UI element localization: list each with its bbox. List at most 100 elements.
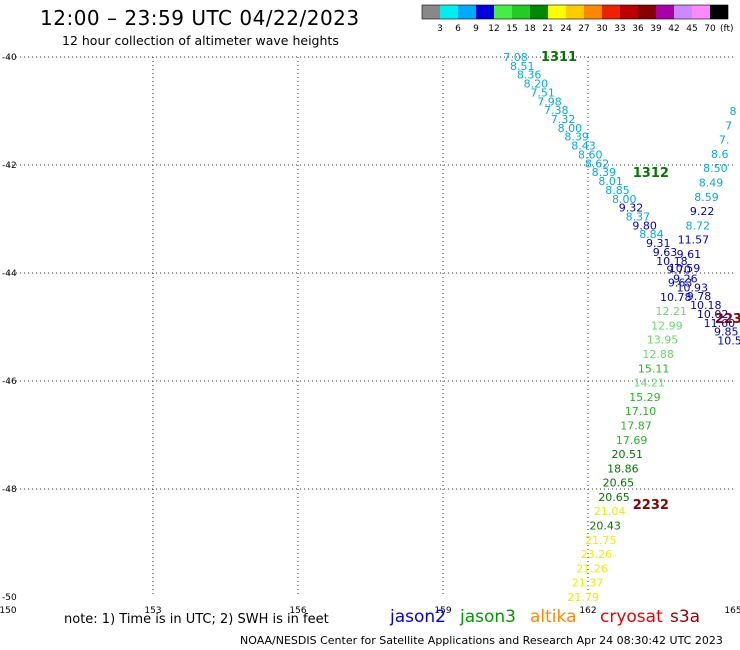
swh-value-track-a: 10.18 [690,299,722,312]
scale-tick-label: 3 [437,24,443,34]
scale-swatch [710,5,728,19]
scale-tick-label: 6 [455,24,461,34]
lat-tick-label: -48 [2,485,17,495]
swh-value-track-a: 8.60 [578,148,603,161]
lat-tick-label: -46 [2,377,17,387]
swh-value-track-b: 20.65 [598,491,630,504]
scale-swatch [512,5,530,19]
swh-value-track-a: 9.31 [646,237,671,250]
lat-tick-label: -44 [2,269,17,279]
lon-tick-label: 156 [289,606,306,616]
swh-value-track-b: 7. [719,134,730,147]
swh-value-track-b: 8.72 [685,219,710,232]
scale-swatch [602,5,620,19]
scale-swatch [530,5,548,19]
swh-value-track-a: 8.39 [592,166,617,179]
swh-value-track-a: 8.00 [612,193,637,206]
swh-value-track-b: 21.37 [572,577,604,590]
lat-tick-label: -42 [2,161,17,171]
scale-tick-label: 45 [686,24,697,34]
lat-tick-label: -40 [2,53,17,63]
swh-value-track-a: 9.85 [714,326,739,339]
swh-value-track-a: 9.80 [632,219,657,232]
lon-tick-label: 159 [434,606,451,616]
swh-value-track-b: 9.63 [668,277,693,290]
swh-value-track-b: 20.51 [611,448,643,461]
swh-value-track-a: 8.84 [639,228,664,241]
scale-swatch [458,5,476,19]
scale-tick-label: 9 [473,24,479,34]
swh-value-track-b: 12.21 [656,305,688,318]
swh-value-track-a: 10.02 [697,308,729,321]
pass-time-label: 1311 [541,50,577,65]
swh-value-track-b: 8.49 [699,176,724,189]
scale-swatch [440,5,458,19]
swh-value-track-a: 8.43 [571,140,596,153]
scale-tick-label: 15 [506,24,517,34]
scale-swatch [548,5,566,19]
swh-value-track-a: 8.00 [558,122,583,135]
scale-tick-label: 12 [488,24,499,34]
swh-value-track-b: 11.57 [678,234,710,247]
scale-swatch [638,5,656,19]
scale-swatch [692,5,710,19]
footer-note: note: 1) Time is in UTC; 2) SWH is in fe… [64,612,329,627]
swh-value-track-a: 9.32 [619,202,644,215]
scale-swatch [674,5,692,19]
satellite-altika: altika [530,607,577,627]
satellite-s3a: s3a [670,607,701,627]
swh-value-track-a: 8.37 [626,210,651,223]
swh-value-track-a: 8.51 [510,60,535,73]
swh-value-track-a: 7.51 [530,86,555,99]
swh-value-track-b: 9.61 [677,248,702,261]
page-title: 12:00 – 23:59 UTC 04/22/2023 [40,6,360,30]
swh-value-track-a: 8.36 [517,69,542,82]
swh-value-track-a: 9.63 [653,246,678,259]
scale-tick-label: 42 [668,24,679,34]
swh-value-track-b: 20.65 [603,477,635,490]
scale-tick-label: 70 [704,24,716,34]
swh-value-track-b: 17.69 [616,434,648,447]
swh-value-track-b: 21.26 [576,562,608,575]
lon-tick-label: 150 [0,606,17,616]
scale-swatch [494,5,512,19]
swh-value-track-a: 10.18 [656,255,688,268]
swh-value-track-b: 21.75 [585,534,617,547]
swh-value-track-b: 12.88 [642,348,674,361]
swh-value-track-a: 8.20 [524,78,549,91]
swh-value-track-a: 11.60 [704,317,736,330]
swh-value-track-b: 20.43 [589,520,621,533]
scale-tick-label: 18 [524,24,536,34]
scale-tick-label: 24 [560,24,572,34]
swh-value-track-b: 10.59 [669,262,701,275]
swh-value-track-b: 8.50 [703,162,728,175]
swh-value-track-b: 8.6 [711,148,729,161]
swh-value-track-b: 14.21 [634,377,666,390]
scale-swatch [620,5,638,19]
swh-value-track-b: 10.78 [660,291,692,304]
satellite-jason2: jason2 [390,607,446,627]
lon-tick-label: 162 [579,606,596,616]
scale-tick-label: 36 [632,24,644,34]
swh-value-track-b: 23.26 [581,548,613,561]
swh-value-track-b: 15.11 [638,362,670,375]
swh-value-track-a: 7.32 [551,113,576,126]
lon-tick-label: 153 [144,606,161,616]
page-subtitle: 12 hour collection of altimeter wave hei… [62,33,339,48]
swh-value-track-b: 9.22 [690,205,715,218]
scale-swatch [422,5,440,19]
swh-value-track-b: 8.59 [694,191,719,204]
swh-value-track-a: 7.08 [503,51,528,64]
swh-value-track-a: 8.01 [598,175,623,188]
swh-value-track-b: 17.87 [620,419,652,432]
swh-value-track-b: 21.04 [594,505,626,518]
swh-value-track-a: 8.85 [605,184,630,197]
pass-time-label: 2231 [715,312,740,327]
swh-value-track-a: 8.62 [585,157,610,170]
pass-time-label: 1312 [633,166,669,181]
satellite-jason3: jason3 [460,607,516,627]
scale-frame [421,4,729,20]
swh-value-track-b: 7 [725,119,732,132]
scale-swatch [476,5,494,19]
